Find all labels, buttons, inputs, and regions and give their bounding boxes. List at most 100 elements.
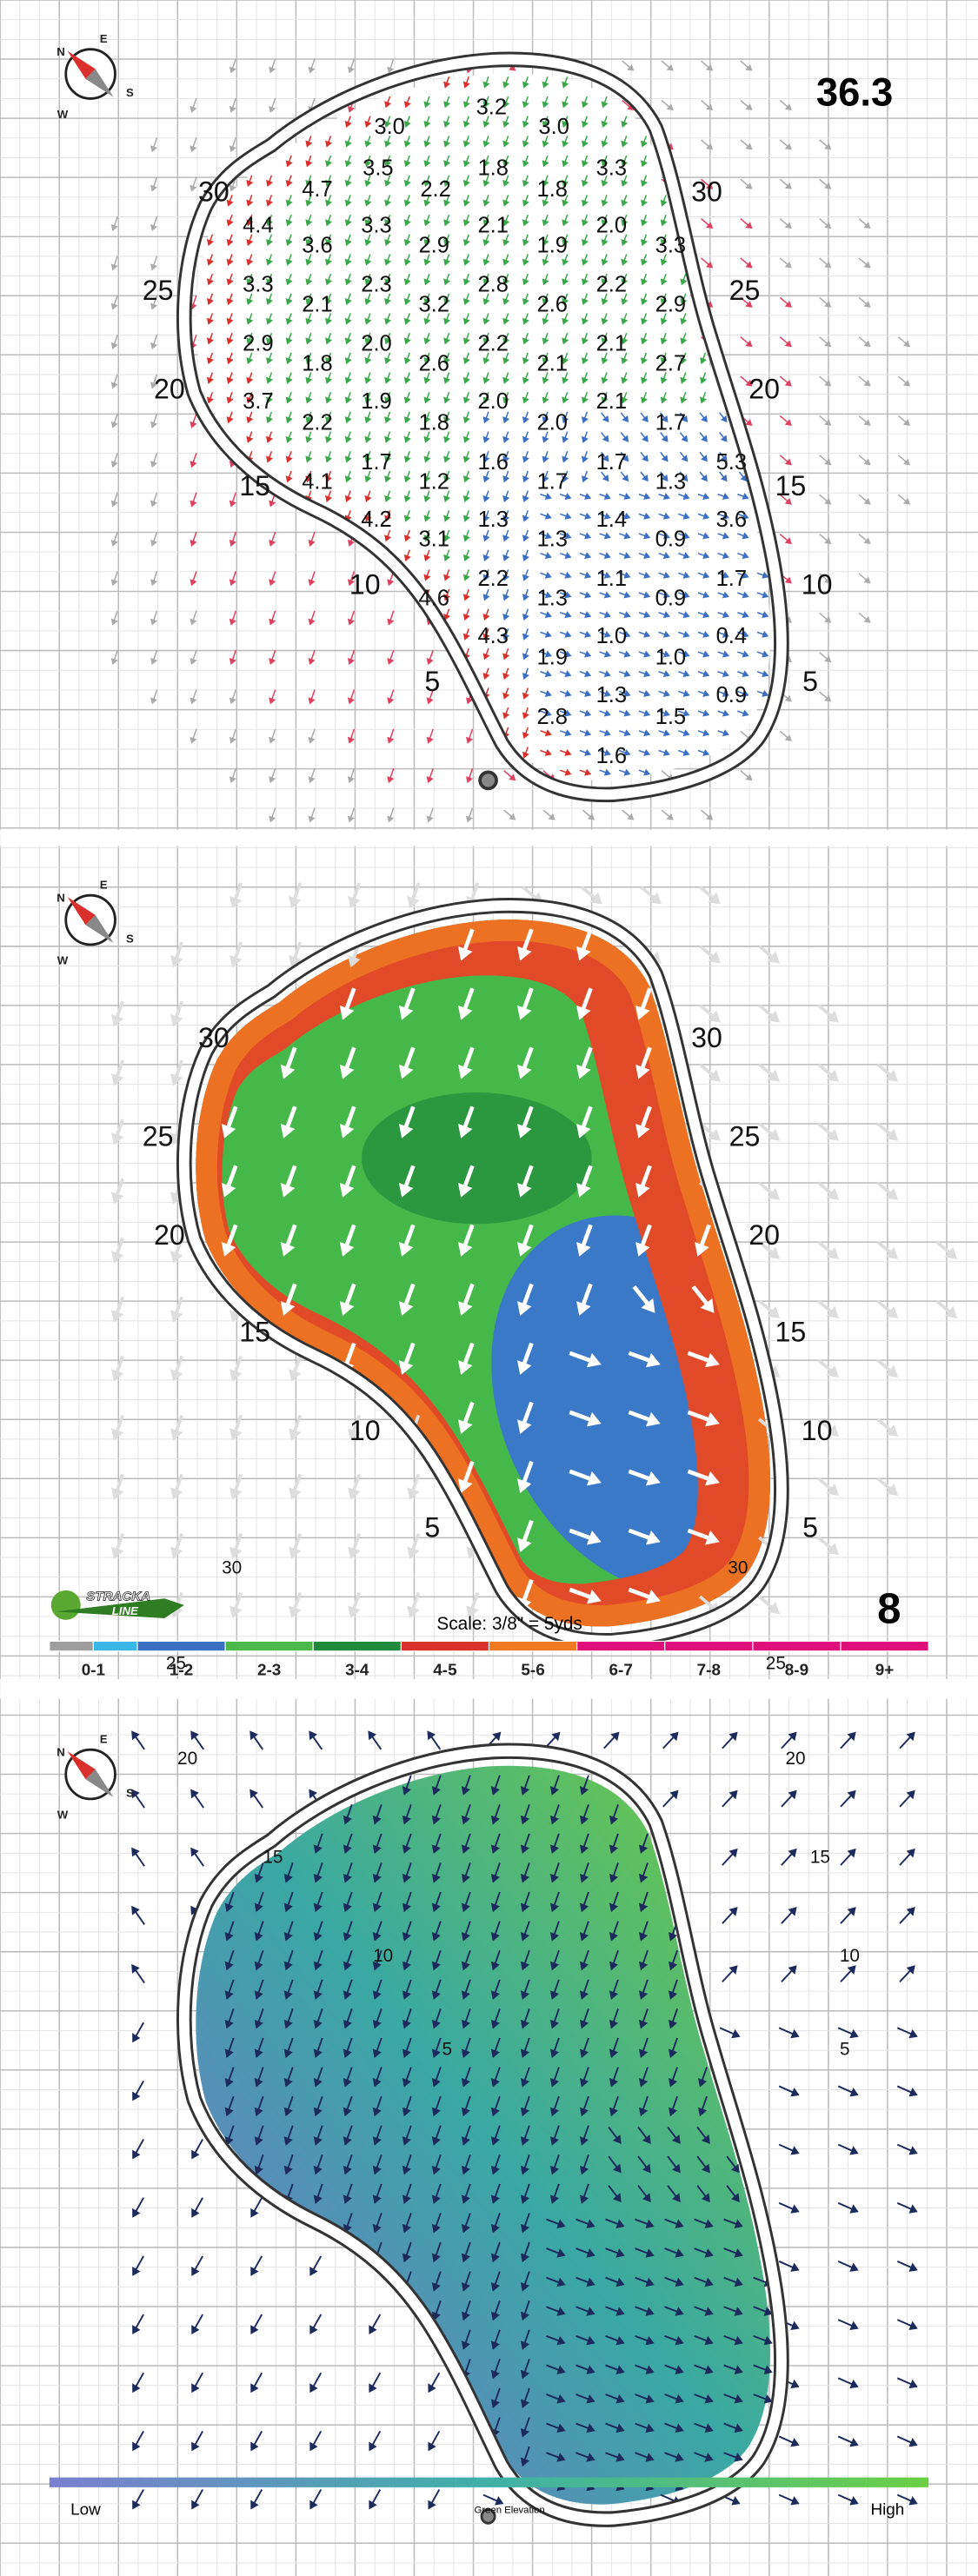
slope-arrow-head xyxy=(579,1844,589,1855)
slope-arrow-head xyxy=(131,1730,140,1741)
slope-arrow-head xyxy=(308,657,316,666)
slope-value: 2.6 xyxy=(418,351,449,375)
slope-arrow-head xyxy=(622,415,629,423)
slope-arrow-head xyxy=(229,500,236,508)
slope-arrow-head xyxy=(369,2383,377,2393)
slope-arrow-head xyxy=(542,475,549,483)
slope-arrow-head xyxy=(826,1305,840,1318)
slope-arrow-head xyxy=(403,554,411,562)
slope-arrow-head xyxy=(562,179,569,188)
slope-arrow-head xyxy=(581,179,589,188)
slope-arrow-head xyxy=(623,709,631,717)
slope-arrow-head xyxy=(584,532,592,540)
slope-arrow-head xyxy=(490,2194,500,2205)
slope-arrow-head xyxy=(462,140,470,148)
slope-arrow-head xyxy=(863,340,871,348)
slope-arrow-head xyxy=(403,435,411,443)
slope-arrow-head xyxy=(423,199,431,207)
slope-value: 0.9 xyxy=(655,587,686,611)
slope-arrow-head xyxy=(364,120,372,128)
slope-arrow-head xyxy=(372,2194,382,2205)
slope-arrow-head xyxy=(698,2077,708,2088)
panel-gap xyxy=(0,829,978,846)
slope-arrow-head xyxy=(944,1246,958,1259)
slope-arrow-head xyxy=(384,219,392,227)
slope-arrow-head xyxy=(745,379,753,387)
slope-arrow-head xyxy=(742,650,749,658)
slope-arrow-head xyxy=(309,2441,318,2452)
slope-arrow-head xyxy=(520,1815,529,1825)
slope-arrow-head xyxy=(492,1731,502,1742)
slope-arrow-head xyxy=(403,179,411,188)
slope-arrow-head xyxy=(584,748,592,756)
slope-arrow-head xyxy=(564,493,572,501)
slope-arrow-head xyxy=(643,611,651,619)
slope-arrow-head xyxy=(548,813,556,820)
slope-value: 3.0 xyxy=(374,115,404,139)
slope-arrow-head xyxy=(309,1730,317,1741)
slope-arrow-head xyxy=(502,258,510,266)
slope-arrow-head xyxy=(131,1905,140,1915)
slope-arrow-head xyxy=(544,689,552,697)
slope-arrow-head xyxy=(403,278,411,286)
slope-arrow-head xyxy=(250,2383,259,2393)
slope-arrow-head xyxy=(784,143,792,150)
slope-value: 1.5 xyxy=(655,705,686,729)
slope-arrow-head xyxy=(423,317,431,325)
slope-arrow-head xyxy=(734,2453,743,2462)
slope-value: 3.3 xyxy=(361,214,391,238)
slope-arrow-head xyxy=(190,105,197,113)
slope-arrow-head xyxy=(745,301,753,308)
slope-arrow-head xyxy=(704,2335,714,2346)
slope-arrow-head xyxy=(428,2441,436,2452)
slope-arrow-head xyxy=(443,455,451,463)
slope-arrow-head xyxy=(283,2136,293,2146)
slope-arrow-head xyxy=(403,376,411,384)
slope-arrow-head xyxy=(110,579,118,587)
slope-arrow-head xyxy=(423,278,431,286)
slope-arrow-head xyxy=(908,2028,918,2039)
slope-arrow-head xyxy=(398,1064,414,1079)
slope-arrow-head xyxy=(643,709,651,717)
slope-arrow-head xyxy=(423,357,431,365)
slope-arrow-head xyxy=(562,416,569,424)
slope-arrow-head xyxy=(635,1005,650,1020)
slope-arrow-head xyxy=(638,1844,649,1855)
slope-arrow-head xyxy=(824,261,832,269)
slope-arrow-head xyxy=(517,1419,532,1434)
slope-arrow-head xyxy=(462,278,470,286)
slope-arrow-head xyxy=(246,435,254,443)
slope-value: 3.0 xyxy=(538,115,569,139)
yardage-label: 30 xyxy=(222,1558,242,1578)
slope-arrow-head xyxy=(283,2107,293,2117)
slope-arrow-head xyxy=(254,1990,263,2000)
slope-arrow-head xyxy=(387,736,395,744)
slope-arrow-head xyxy=(522,376,529,384)
slope-arrow-head xyxy=(229,776,236,784)
slope-arrow-head xyxy=(722,689,729,697)
slope-arrow-head xyxy=(490,2019,500,2029)
slope-arrow-head xyxy=(285,258,293,266)
slope-arrow-head xyxy=(403,258,411,266)
slope-arrow-head xyxy=(348,1605,361,1619)
slope-arrow-head xyxy=(230,954,243,968)
slope-arrow-head xyxy=(603,729,611,737)
slope-arrow-head xyxy=(643,571,651,579)
yardage-label: 10 xyxy=(373,1946,393,1966)
slope-arrow-head xyxy=(502,673,510,681)
slope-arrow-head xyxy=(246,337,254,345)
slope-arrow-head xyxy=(384,515,392,522)
legend-swatch xyxy=(840,1640,929,1652)
slope-arrow-head xyxy=(708,951,722,964)
slope-arrow-head xyxy=(681,455,689,462)
slope-arrow-head xyxy=(662,552,670,560)
slope-arrow-head xyxy=(339,1123,355,1139)
slope-value: 3.3 xyxy=(243,273,273,297)
slope-arrow-head xyxy=(372,1932,382,1942)
slope-arrow-head xyxy=(457,1123,473,1139)
slope-arrow-head xyxy=(863,576,871,584)
slope-arrow-head xyxy=(285,160,293,168)
slope-arrow-head xyxy=(110,1192,124,1205)
slope-arrow-head xyxy=(520,2282,529,2292)
slope-arrow-head xyxy=(549,1844,559,1855)
